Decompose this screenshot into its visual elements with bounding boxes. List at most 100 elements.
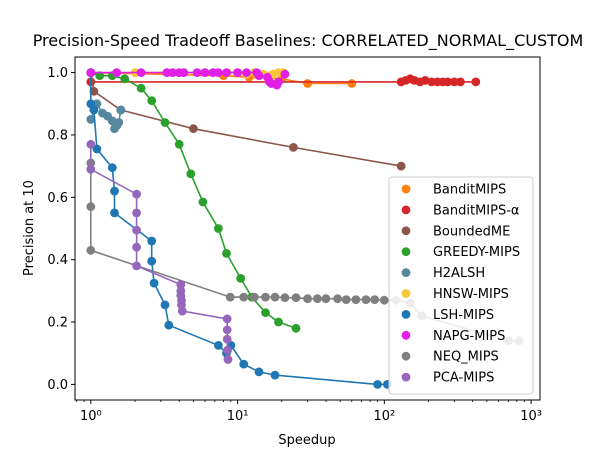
- data-point-h2alsh: [116, 105, 126, 115]
- data-point-pca-mips: [132, 208, 142, 218]
- legend-label-banditmips: BanditMIPS: [433, 183, 506, 198]
- data-point-pca-mips: [222, 334, 232, 344]
- data-point-banditmips: [303, 79, 312, 88]
- data-point-neq-mips: [225, 292, 235, 302]
- legend-marker-greedy-mips: [401, 247, 411, 257]
- data-point-boundedme: [89, 86, 99, 96]
- data-point-napg-mips: [280, 69, 290, 79]
- x-tick-label: 10⁰: [80, 409, 102, 424]
- data-point-napg-mips: [86, 68, 96, 77]
- data-point-neq-mips: [333, 294, 342, 304]
- data-point-neq-mips: [249, 292, 259, 302]
- data-point-boundedme: [289, 143, 298, 152]
- y-axis-label: Precision at 10: [22, 180, 37, 276]
- data-point-greedy-mips: [147, 96, 157, 106]
- y-axis: 0.0 0.2 0.4 0.6 0.8 1.0: [47, 66, 75, 393]
- legend-label-napg-mips: NAPG-MIPS: [433, 329, 505, 344]
- data-point-neq-mips: [313, 294, 322, 304]
- data-point-napg-mips: [179, 68, 189, 77]
- y-tick-label: 1.0: [47, 66, 68, 81]
- data-point-pca-mips: [223, 355, 233, 364]
- data-point-pca-mips: [222, 314, 232, 324]
- data-point-neq-mips: [370, 295, 380, 304]
- data-point-lsh-mips: [110, 208, 119, 218]
- legend-marker-napg-mips: [401, 330, 411, 340]
- chart-title: Precision-Speed Tradeoff Baselines: CORR…: [33, 31, 584, 51]
- data-point-napg-mips: [214, 68, 223, 77]
- data-point-lsh-mips: [107, 163, 117, 173]
- data-point-neq-mips: [341, 295, 351, 304]
- data-point-lsh-mips: [373, 380, 382, 389]
- series-h2alsh: [86, 99, 126, 134]
- y-tick-label: 0.2: [47, 316, 68, 331]
- legend-label-banditmips: BanditMIPS-α: [433, 203, 520, 218]
- data-point-pca-mips: [222, 325, 232, 335]
- data-point-greedy-mips: [95, 71, 105, 81]
- data-point-lsh-mips: [214, 341, 223, 350]
- data-point-greedy-mips: [174, 139, 184, 149]
- legend-marker-banditmips: [401, 205, 411, 215]
- y-tick-label: 0.6: [47, 191, 68, 206]
- data-point-neq-mips: [270, 292, 280, 302]
- data-point-napg-mips: [192, 68, 202, 77]
- data-point-pca-mips: [177, 306, 187, 316]
- x-tick-label: 10²: [373, 409, 395, 424]
- data-point-lsh-mips: [164, 320, 174, 330]
- data-point-neq-mips: [361, 295, 371, 304]
- series-lsh-mips: [86, 68, 392, 389]
- data-point-pca-mips: [176, 280, 186, 289]
- data-point-lsh-mips: [147, 256, 157, 266]
- data-point-pca-mips: [132, 189, 142, 199]
- data-point-h2alsh: [86, 115, 96, 124]
- data-point-banditmips: [443, 77, 452, 87]
- data-point-lsh-mips: [270, 370, 280, 380]
- data-point-neq-mips: [86, 245, 96, 255]
- data-point-napg-mips: [222, 68, 231, 77]
- x-tick-label: 10³: [520, 409, 542, 424]
- data-point-napg-mips: [233, 68, 243, 77]
- x-axis: 10⁰ 10¹ 10² 10³: [76, 400, 542, 424]
- data-point-greedy-mips: [222, 249, 231, 258]
- data-point-greedy-mips: [120, 74, 130, 84]
- data-point-neq-mips: [303, 294, 312, 304]
- data-point-napg-mips: [274, 77, 283, 87]
- y-tick-label: 0.8: [47, 128, 68, 143]
- data-point-lsh-mips: [239, 359, 249, 369]
- data-point-neq-mips: [351, 295, 361, 304]
- data-point-greedy-mips: [291, 323, 301, 333]
- data-point-napg-mips: [254, 71, 264, 81]
- data-point-h2alsh: [114, 118, 124, 127]
- x-axis-label: Speedup: [278, 433, 335, 448]
- plot-area: [86, 68, 524, 389]
- data-point-boundedme: [189, 124, 198, 134]
- legend: BanditMIPS BanditMIPS-α BoundedME GREEDY-MI…: [388, 176, 534, 395]
- data-point-napg-mips: [112, 68, 122, 77]
- data-point-neq-mips: [261, 292, 270, 302]
- data-point-neq-mips: [379, 295, 389, 305]
- data-point-napg-mips: [200, 68, 210, 77]
- data-point-pca-mips: [223, 345, 233, 355]
- data-point-pca-mips: [86, 164, 96, 174]
- legend-label-neq-mips: NEQ_MIPS: [433, 350, 499, 365]
- data-point-greedy-mips: [198, 197, 208, 207]
- data-point-pca-mips: [132, 261, 142, 271]
- y-tick-label: 0.0: [47, 378, 68, 393]
- data-point-greedy-mips: [261, 308, 270, 318]
- data-point-greedy-mips: [274, 317, 283, 327]
- data-point-neq-mips: [291, 293, 301, 303]
- series-banditmips: [86, 74, 481, 87]
- data-point-greedy-mips: [236, 274, 246, 283]
- data-point-banditmips: [347, 79, 357, 88]
- data-point-lsh-mips: [89, 105, 99, 115]
- legend-marker-banditmips: [401, 184, 411, 194]
- legend-marker-h2alsh: [401, 268, 411, 277]
- data-point-greedy-mips: [214, 224, 223, 233]
- legend-label-pca-mips: PCA-MIPS: [433, 371, 494, 386]
- data-point-neq-mips: [239, 292, 249, 302]
- legend-marker-neq-mips: [401, 351, 411, 361]
- data-point-pca-mips: [86, 139, 96, 149]
- data-point-lsh-mips: [92, 144, 102, 154]
- data-point-neq-mips: [321, 294, 331, 304]
- data-point-greedy-mips: [160, 118, 170, 127]
